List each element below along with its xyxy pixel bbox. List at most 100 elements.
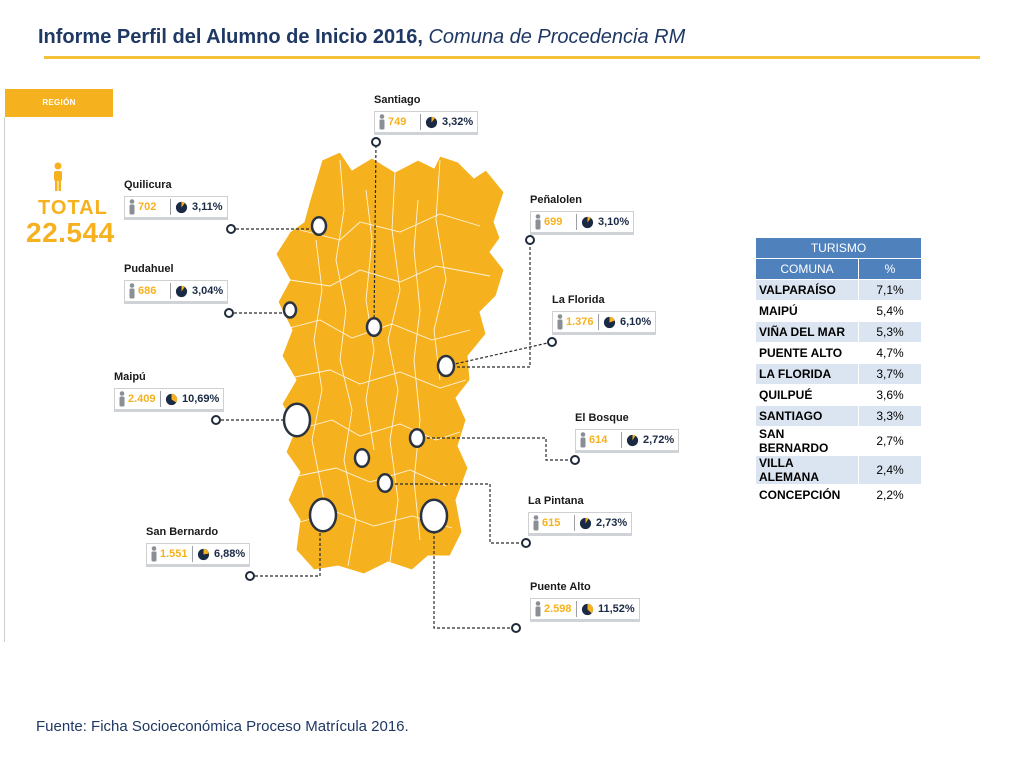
callout-percent: 3,11% [192,201,223,213]
callout-percent: 6,88% [214,548,246,560]
table-row: MAIPÚ 5,4% [755,300,922,322]
pie-icon [581,603,594,615]
callout-la-florida: La Florida 1.376 6,10% [552,293,656,335]
leader-endpoint [525,235,535,245]
callout-box: 1.376 6,10% [552,311,656,335]
leader-line [385,483,526,544]
person-icon [129,199,135,215]
callout-separator [598,314,599,330]
callout-count: 686 [138,285,157,297]
pie-wedge [585,517,589,523]
pie-icon [626,434,639,446]
commune-marker [436,354,456,378]
callout-name: San Bernardo [146,526,219,538]
callout-name: La Pintana [528,495,584,507]
leader-endpoint [226,224,236,234]
page-title-sub: Comuna de Procedencia RM [428,26,686,48]
person-icon [129,283,135,299]
callout-maipu: Maipú 2.409 10,69% [114,370,224,412]
callout-separator [192,546,193,562]
pie-wedge [632,434,636,440]
table-cell-comuna: VIÑA DEL MAR [755,321,859,343]
page-title-main: Informe Perfil del Alumno de Inicio 2016… [38,26,423,48]
table-cell-pct: 4,7% [858,342,922,364]
table-cell-comuna: VILLA ALEMANA [755,455,859,485]
callout-penalolen: Peñalolen 699 3,10% [530,193,634,235]
callout-pudahuel: Pudahuel 686 3,04% [124,262,228,304]
pie-icon [579,517,592,529]
leader-line [433,516,516,629]
callout-count: 1.376 [566,316,594,328]
commune-marker [282,301,298,319]
person-icon [119,391,125,407]
table-cell-comuna: QUILPUÉ [755,384,859,406]
table-row: SANTIAGO 3,3% [755,405,922,427]
page-title: Informe Perfil del Alumno de Inicio 2016… [38,26,685,49]
pie-icon [165,393,178,405]
callout-separator [574,515,575,531]
leader-endpoint [211,415,221,425]
callout-box: 749 3,32% [374,111,478,135]
callout-separator [170,199,171,215]
leader-endpoint [511,623,521,633]
callout-santiago: Santiago 749 3,32% [374,93,478,135]
total-value: 22.544 [26,217,115,248]
callout-name: Pudahuel [124,263,174,275]
callout-separator [160,391,161,407]
table-row: VIÑA DEL MAR 5,3% [755,321,922,343]
callout-box: 702 3,11% [124,196,228,220]
leader-line [250,516,321,577]
person-icon [535,214,541,230]
callout-separator [576,601,577,617]
commune-marker [408,428,426,448]
leader-endpoint [570,455,580,465]
table-cell-pct: 2,2% [858,484,922,506]
leader-endpoint [547,337,557,347]
leader-line [447,240,531,368]
callout-percent: 10,69% [182,393,220,405]
commune-marker [282,402,312,438]
table-row: VILLA ALEMANA 2,4% [755,455,922,485]
leader-line [417,437,575,461]
leader-line [445,341,553,367]
callout-quilicura: Quilicura 702 3,11% [124,178,228,220]
table-cell-comuna: VALPARAÍSO [755,279,859,301]
callout-separator [621,432,622,448]
callout-count: 2.409 [128,393,156,405]
table-cell-pct: 2,7% [858,426,922,456]
table-cell-pct: 7,1% [858,279,922,301]
callout-percent: 3,32% [442,116,474,128]
commune-marker [353,448,371,468]
pie-icon [197,548,210,560]
callout-name: Maipú [114,371,146,383]
callout-separator [420,114,421,130]
callout-box: 615 2,73% [528,512,632,536]
callout-el-bosque: El Bosque 614 2,72% [575,411,679,453]
callout-separator [576,214,577,230]
person-icon [151,546,157,562]
callout-la-pintana: La Pintana 615 2,73% [528,494,632,536]
callout-name: La Florida [552,294,605,306]
pie-icon [175,201,188,213]
callout-box: 2.409 10,69% [114,388,224,412]
table-cell-comuna: LA FLORIDA [755,363,859,385]
person-icon [580,432,586,448]
callout-name: El Bosque [575,412,629,424]
leader-line [373,141,377,329]
table-cell-comuna: MAIPÚ [755,300,859,322]
pie-icon [603,316,616,328]
callout-san-bernardo: San Bernardo 1.551 6,88% [146,525,250,567]
table-cell-pct: 3,6% [858,384,922,406]
person-icon [379,114,385,130]
callout-box: 686 3,04% [124,280,228,304]
callout-separator [170,283,171,299]
callout-count: 699 [544,216,563,228]
title-divider [44,56,980,59]
turismo-table: TURISMO COMUNA % VALPARAÍSO 7,1% MAIPÚ 5,4… [755,237,922,506]
callout-box: 699 3,10% [530,211,634,235]
callout-percent: 2,72% [643,434,675,446]
table-cell-pct: 3,7% [858,363,922,385]
table-title: TURISMO [755,237,922,259]
callout-name: Santiago [374,94,421,106]
table-row: VALPARAÍSO 7,1% [755,279,922,301]
